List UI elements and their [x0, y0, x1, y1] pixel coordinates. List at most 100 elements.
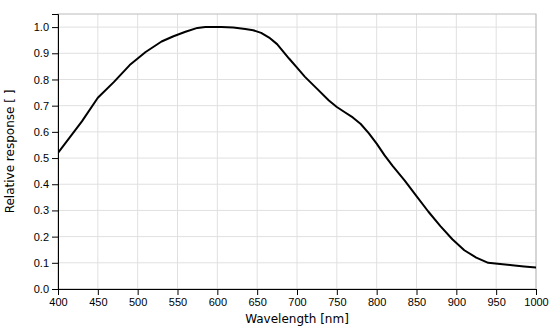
x-grid-line: [456, 14, 457, 289]
x-axis-line: [59, 290, 537, 296]
y-tick-label: 0.3: [34, 204, 49, 216]
x-tick-mark: [536, 289, 537, 295]
x-tick-label: 700: [288, 296, 306, 308]
y-grid-line: [58, 184, 536, 185]
x-tick-label: 850: [408, 296, 426, 308]
y-grid-line: [58, 158, 536, 159]
y-tick: 0.1: [34, 257, 58, 269]
y-tick-label: 0.5: [34, 152, 49, 164]
y-tick-label: 0.0: [34, 283, 49, 295]
x-grid-line: [137, 14, 138, 289]
x-axis-title: Wavelength [nm]: [245, 312, 349, 326]
y-grid-line: [58, 53, 536, 54]
x-tick: 950: [487, 289, 505, 308]
y-grid-line: [58, 236, 536, 237]
x-tick-label: 450: [89, 296, 107, 308]
y-tick-mark: [52, 106, 58, 107]
x-grid-line: [297, 14, 298, 289]
x-grid-line: [257, 14, 258, 289]
x-tick: 850: [408, 289, 426, 308]
x-grid-line: [336, 14, 337, 289]
y-axis: 0.0 0.1 0.2 0.3 0.4 0.5 0.6 0.7 0.8 0.9 1.0: [34, 15, 59, 296]
x-tick-label: 1000: [524, 296, 548, 308]
y-axis-line: [52, 15, 59, 290]
x-tick-mark: [138, 289, 139, 295]
y-grid-line: [58, 105, 536, 106]
y-tick-label: 0.4: [34, 178, 49, 190]
y-tick-mark: [52, 132, 58, 133]
x-grid-line: [376, 14, 377, 289]
y-tick: 0.2: [34, 231, 58, 243]
x-tick-mark: [217, 289, 218, 295]
x-tick-mark: [257, 289, 258, 295]
x-tick-label: 650: [248, 296, 266, 308]
x-tick-label: 750: [328, 296, 346, 308]
x-tick-mark: [337, 289, 338, 295]
x-tick-label: 800: [368, 296, 386, 308]
y-tick: 0.0: [34, 283, 58, 295]
y-tick: 0.5: [34, 152, 58, 164]
y-tick-label: 0.1: [34, 257, 49, 269]
x-tick: 750: [328, 289, 346, 308]
x-tick-label: 900: [448, 296, 466, 308]
x-tick-mark: [496, 289, 497, 295]
x-tick-label: 500: [129, 296, 147, 308]
y-tick: 0.4: [34, 178, 58, 190]
x-tick-mark: [297, 289, 298, 295]
y-tick-label: 0.6: [34, 126, 49, 138]
y-tick: 1.0: [34, 21, 58, 33]
y-grid-line: [58, 27, 536, 28]
x-tick: 600: [209, 289, 227, 308]
x-tick-label: 400: [49, 296, 67, 308]
y-tick-label: 0.9: [34, 47, 49, 59]
x-tick-mark: [377, 289, 378, 295]
x-tick-mark: [456, 289, 457, 295]
x-tick-mark: [178, 289, 179, 295]
plot-frame: [58, 14, 536, 289]
y-tick-label: 1.0: [34, 21, 49, 33]
y-tick: 0.3: [34, 204, 58, 216]
y-grid-line: [58, 79, 536, 80]
x-tick-mark: [417, 289, 418, 295]
y-tick: 0.8: [34, 73, 58, 85]
response-line: [58, 27, 536, 267]
x-tick: 650: [248, 289, 266, 308]
x-grid-line: [496, 14, 497, 289]
y-tick-mark: [52, 79, 58, 80]
y-tick-label: 0.2: [34, 231, 49, 243]
x-tick-label: 950: [487, 296, 505, 308]
x-tick: 1000: [524, 289, 548, 308]
y-tick-label: 0.8: [34, 73, 49, 85]
x-grid-line: [217, 14, 218, 289]
y-tick-mark: [52, 289, 58, 290]
x-tick: 500: [129, 289, 147, 308]
y-tick: 0.9: [34, 47, 58, 59]
y-tick-mark: [52, 263, 58, 264]
y-grid-line: [58, 131, 536, 132]
x-tick: 900: [448, 289, 466, 308]
x-grid-line: [177, 14, 178, 289]
y-tick: 0.7: [34, 100, 58, 112]
y-grid-line: [58, 262, 536, 263]
y-tick: 0.6: [34, 126, 58, 138]
x-grid-line: [97, 14, 98, 289]
x-tick: 800: [368, 289, 386, 308]
y-tick-mark: [52, 210, 58, 211]
grid: [58, 14, 536, 289]
x-tick-mark: [98, 289, 99, 295]
y-tick-mark: [52, 184, 58, 185]
plot: 400 450 500 550 600 650 700 750 800 850 900 950 1000…: [34, 14, 549, 308]
x-tick: 700: [288, 289, 306, 308]
x-tick: 450: [89, 289, 107, 308]
chart: 400 450 500 550 600 650 700 750 800 850 900 950 1000…: [0, 0, 554, 331]
y-axis-title: Relative response [ ]: [3, 90, 17, 214]
y-tick-mark: [52, 158, 58, 159]
series: [58, 27, 536, 267]
x-tick: 550: [169, 289, 187, 308]
x-grid-line: [416, 14, 417, 289]
y-tick-mark: [52, 27, 58, 28]
x-axis: 400 450 500 550 600 650 700 750 800 850 900 950 1000: [49, 289, 548, 308]
y-grid-line: [58, 210, 536, 211]
x-tick: 400: [49, 289, 67, 308]
x-tick-label: 550: [169, 296, 187, 308]
